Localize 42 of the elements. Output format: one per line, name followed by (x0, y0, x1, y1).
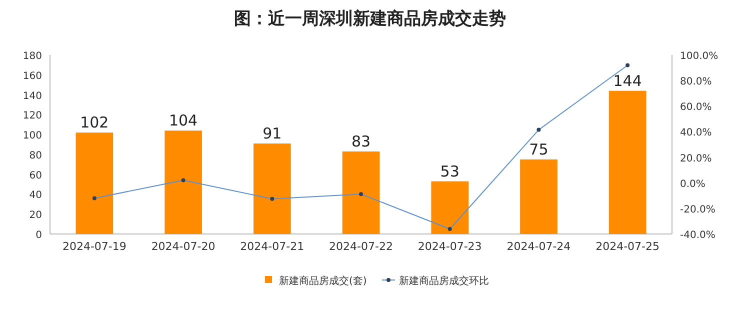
y-tick-label: 40 (29, 190, 42, 202)
y-tick-label: 180 (22, 51, 42, 62)
bar (164, 130, 202, 234)
data-label: 104 (168, 112, 198, 130)
y2-tick-label: 20.0% (680, 153, 712, 164)
x-tick-label: 2024-07-25 (596, 240, 660, 253)
y-tick-label: 100 (22, 130, 42, 142)
data-label: 102 (80, 114, 109, 132)
data-label: 83 (351, 132, 371, 150)
bar (431, 181, 469, 234)
x-tick-label: 2024-07-20 (151, 240, 216, 253)
data-label: 53 (440, 162, 460, 180)
y2-tick-label: 60.0% (680, 102, 712, 114)
x-tick-label: 2024-07-24 (506, 240, 571, 253)
y-tick-label: 80 (29, 150, 42, 162)
legend-label: 新建商品房成交环比 (399, 275, 489, 287)
y2-tick-label: -20.0% (680, 204, 716, 216)
bar (253, 144, 291, 234)
bar (76, 132, 114, 234)
y-tick-label: 0 (36, 230, 42, 241)
data-label: 75 (529, 140, 548, 158)
y-tick-label: 140 (22, 90, 42, 102)
legend-label: 新建商品房成交(套) (279, 275, 367, 287)
x-tick-label: 2024-07-23 (418, 240, 482, 253)
y-tick-label: 120 (22, 110, 42, 122)
y-tick-label: 160 (22, 70, 42, 82)
bar (520, 159, 558, 234)
y2-tick-label: 0.0% (680, 178, 706, 190)
data-label: 144 (613, 72, 642, 90)
chart-title: 图：近一周深圳新建商品房成交走势 (234, 9, 506, 29)
x-tick-label: 2024-07-19 (62, 240, 126, 253)
y2-tick-label: 100.0% (680, 51, 718, 62)
data-label: 91 (262, 124, 282, 143)
y2-tick-label: 80.0% (680, 76, 712, 88)
y-tick-label: 20 (29, 210, 42, 222)
y-tick-label: 60 (29, 170, 42, 182)
bar (608, 90, 646, 234)
y2-tick-label: -40.0% (680, 230, 716, 241)
x-tick-label: 2024-07-21 (240, 240, 304, 253)
y2-tick-label: 40.0% (680, 128, 712, 139)
x-tick-label: 2024-07-22 (329, 240, 393, 253)
bar (342, 151, 380, 234)
